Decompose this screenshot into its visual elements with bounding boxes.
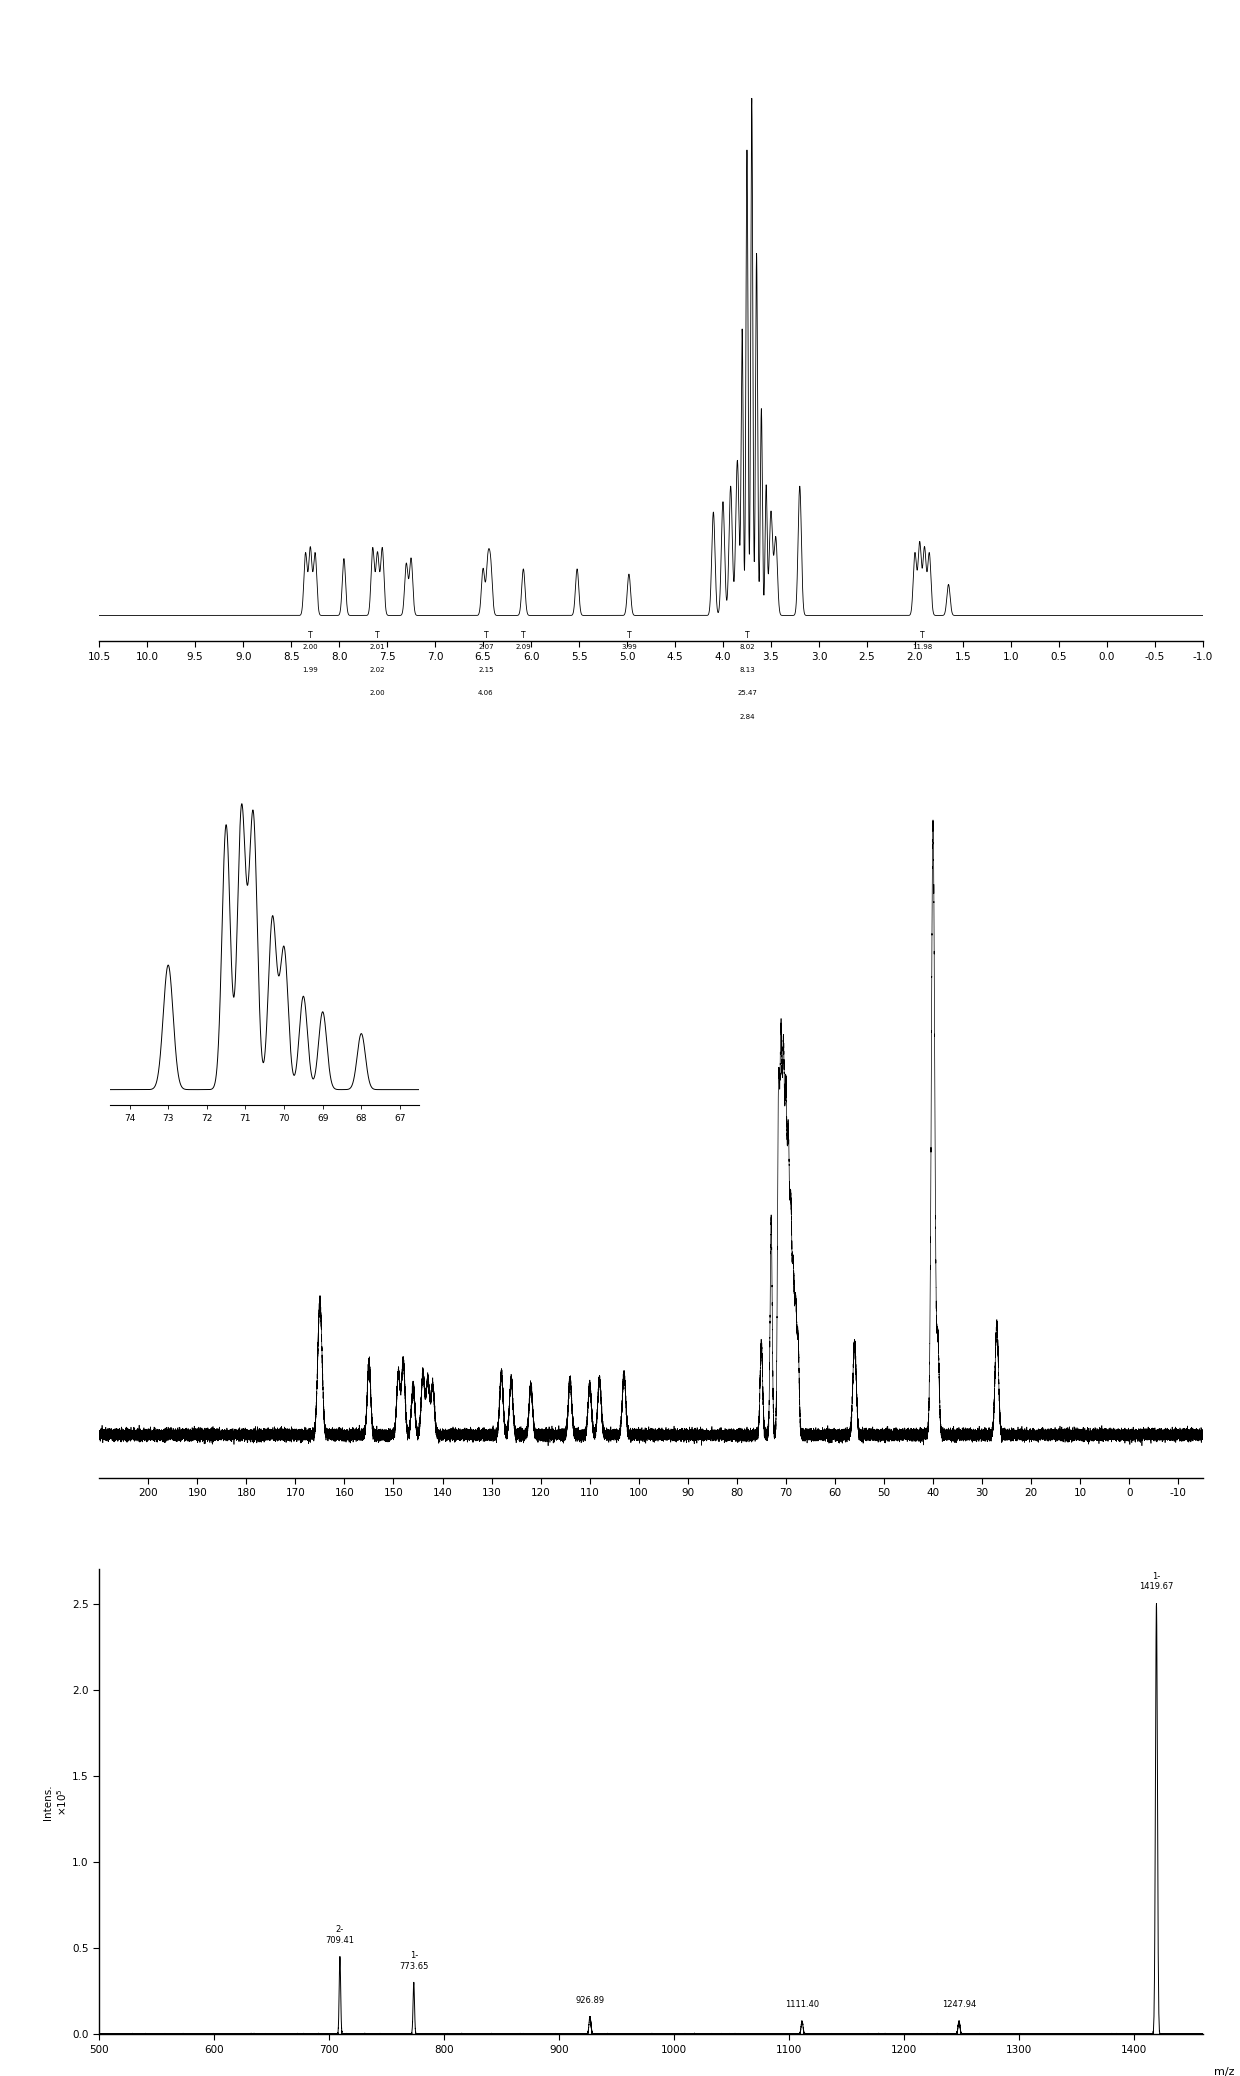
- Text: 2.84: 2.84: [739, 714, 755, 720]
- Text: A: A: [645, 766, 657, 783]
- Text: T: T: [521, 631, 526, 639]
- Text: T: T: [626, 631, 631, 639]
- Text: 8.13: 8.13: [739, 666, 755, 673]
- Text: 13.05: 13.05: [737, 737, 758, 743]
- Text: 2-
709.41: 2- 709.41: [325, 1924, 355, 1945]
- Text: T: T: [920, 631, 925, 639]
- Text: T: T: [484, 631, 489, 639]
- Text: 1-
773.65: 1- 773.65: [399, 1951, 429, 1970]
- Text: 926.89: 926.89: [575, 1997, 605, 2005]
- Text: m/z: m/z: [1214, 2068, 1234, 2076]
- Text: 2.01: 2.01: [370, 644, 386, 650]
- Text: 2.09: 2.09: [516, 644, 531, 650]
- Text: T: T: [308, 631, 312, 639]
- Text: 2.07: 2.07: [479, 644, 494, 650]
- Text: 1.99: 1.99: [303, 666, 319, 673]
- Text: 2.00: 2.00: [370, 691, 386, 695]
- Text: 2.02: 2.02: [370, 666, 386, 673]
- Text: T: T: [745, 631, 749, 639]
- Text: 1111.40: 1111.40: [785, 2001, 820, 2010]
- Text: T: T: [376, 631, 379, 639]
- Text: 8.02: 8.02: [739, 644, 755, 650]
- Text: 2.15: 2.15: [479, 666, 494, 673]
- Text: 4.06: 4.06: [479, 691, 494, 695]
- Y-axis label: Intens.
$\times$10$^5$: Intens. $\times$10$^5$: [43, 1783, 69, 1819]
- Text: 3.99: 3.99: [621, 644, 637, 650]
- Text: 1-
1419.67: 1- 1419.67: [1140, 1572, 1173, 1592]
- Text: 2.00: 2.00: [303, 644, 319, 650]
- Text: B: B: [645, 1574, 657, 1592]
- Text: 25.47: 25.47: [737, 691, 756, 695]
- Text: 1247.94: 1247.94: [942, 2001, 976, 2010]
- Text: 11.98: 11.98: [913, 644, 932, 650]
